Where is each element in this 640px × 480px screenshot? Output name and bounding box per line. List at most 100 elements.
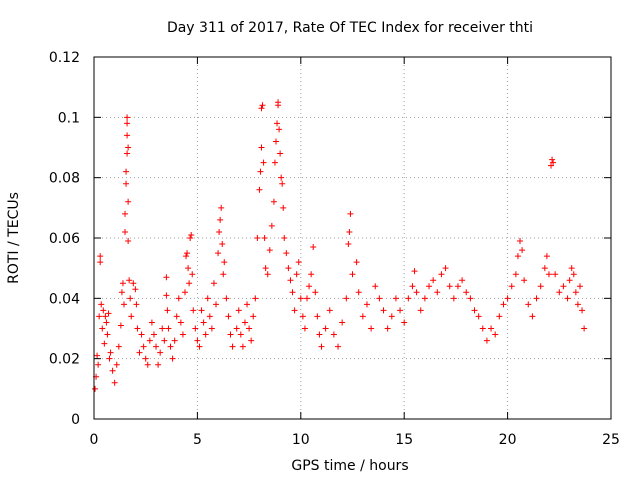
- data-point: [99, 325, 106, 332]
- x-tick-label: 20: [499, 432, 517, 448]
- data-point: [564, 295, 571, 302]
- data-point: [421, 295, 428, 302]
- data-point: [426, 283, 433, 290]
- data-point: [314, 313, 321, 320]
- data-point: [492, 331, 499, 338]
- grid: [94, 57, 611, 419]
- data-point: [115, 343, 122, 350]
- data-points: [92, 99, 588, 392]
- x-tick-label: 0: [90, 432, 99, 448]
- data-point: [161, 337, 168, 344]
- data-point: [264, 271, 271, 278]
- data-point: [155, 361, 162, 368]
- data-point: [483, 337, 490, 344]
- data-point: [504, 295, 511, 302]
- data-point: [127, 295, 134, 302]
- data-point: [128, 313, 135, 320]
- data-point: [545, 271, 552, 278]
- data-point: [258, 144, 265, 151]
- data-point: [353, 259, 360, 266]
- data-point: [512, 271, 519, 278]
- data-point: [496, 313, 503, 320]
- data-point: [220, 271, 227, 278]
- data-point: [380, 307, 387, 314]
- data-point: [275, 99, 282, 106]
- data-point: [347, 210, 354, 217]
- data-point: [306, 283, 313, 290]
- data-point: [126, 277, 133, 284]
- data-point: [148, 319, 155, 326]
- data-point: [125, 144, 132, 151]
- data-point: [101, 340, 108, 347]
- data-point: [304, 295, 311, 302]
- data-point: [566, 277, 573, 284]
- data-point: [277, 150, 284, 157]
- data-point: [411, 268, 418, 275]
- data-point: [103, 319, 110, 326]
- data-point: [165, 325, 172, 332]
- data-point: [574, 301, 581, 308]
- y-tick-label: 0.06: [49, 231, 80, 247]
- data-point: [106, 355, 113, 362]
- data-point: [343, 295, 350, 302]
- data-point: [196, 343, 203, 350]
- plot-frame: [93, 56, 612, 420]
- data-point: [118, 289, 125, 296]
- data-point: [213, 301, 220, 308]
- data-point: [479, 325, 486, 332]
- data-point: [257, 168, 264, 175]
- data-point: [310, 244, 317, 251]
- data-point: [241, 319, 248, 326]
- data-point: [252, 295, 259, 302]
- data-point: [124, 132, 131, 139]
- data-point: [219, 241, 226, 248]
- data-point: [312, 289, 319, 296]
- data-point: [186, 280, 193, 287]
- data-point: [262, 265, 269, 272]
- data-point: [543, 253, 550, 260]
- data-point: [549, 156, 556, 163]
- data-point: [322, 325, 329, 332]
- data-point: [355, 289, 362, 296]
- data-point: [442, 265, 449, 272]
- y-tick-label: 0.02: [49, 352, 80, 368]
- data-point: [169, 355, 176, 362]
- data-point: [289, 289, 296, 296]
- y-tick-label: 0.1: [58, 110, 80, 126]
- data-point: [163, 274, 170, 281]
- data-point: [283, 250, 290, 257]
- data-point: [274, 120, 281, 127]
- data-point: [250, 313, 257, 320]
- data-point: [508, 283, 515, 290]
- data-point: [297, 295, 304, 302]
- data-point: [216, 228, 223, 235]
- data-point: [125, 198, 132, 205]
- data-point: [276, 126, 283, 133]
- data-point: [266, 247, 273, 254]
- data-point: [500, 301, 507, 308]
- data-point: [204, 295, 211, 302]
- data-point: [124, 120, 131, 127]
- data-point: [189, 271, 196, 278]
- data-point: [167, 343, 174, 350]
- data-point: [144, 361, 151, 368]
- data-point: [97, 259, 104, 266]
- data-point: [239, 343, 246, 350]
- data-point: [376, 295, 383, 302]
- data-point: [202, 331, 209, 338]
- data-point: [368, 325, 375, 332]
- data-point: [548, 162, 555, 169]
- x-tick-label: 25: [602, 432, 620, 448]
- data-point: [223, 295, 230, 302]
- data-point: [98, 301, 105, 308]
- data-point: [111, 379, 118, 386]
- data-point: [326, 307, 333, 314]
- data-point: [208, 325, 215, 332]
- data-point: [318, 343, 325, 350]
- data-point: [525, 301, 532, 308]
- data-point: [291, 307, 298, 314]
- data-point: [227, 331, 234, 338]
- data-point: [218, 204, 225, 211]
- data-point: [339, 319, 346, 326]
- data-point: [124, 114, 131, 121]
